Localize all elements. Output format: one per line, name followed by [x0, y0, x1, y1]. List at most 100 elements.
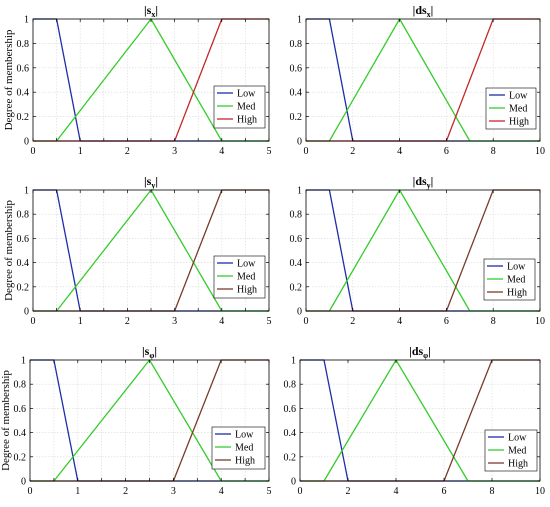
- y-tick-label: 0.2: [290, 282, 303, 293]
- x-tick-label: 0: [28, 486, 33, 497]
- x-tick-label: 3: [172, 146, 177, 157]
- axes-box: [305, 18, 541, 142]
- y-tick-label: 0.4: [17, 258, 30, 269]
- chart-title: |sx|: [144, 3, 158, 19]
- x-tick-label: 4: [394, 486, 399, 497]
- x-tick-label: 3: [172, 316, 177, 327]
- chart-title: |dsx|: [413, 3, 434, 19]
- y-tick-label: 0.4: [290, 258, 303, 269]
- x-tick-label: 0: [31, 316, 36, 327]
- x-tick-label: 6: [444, 146, 449, 157]
- x-tick-label: 2: [125, 146, 130, 157]
- x-tick-label: 0: [31, 146, 36, 157]
- y-tick-label: 0: [291, 477, 296, 488]
- legend: Low Med High: [484, 429, 538, 472]
- y-tick-label: 0.4: [290, 88, 303, 99]
- legend-label-high: High: [237, 285, 257, 296]
- x-tick-label: 4: [219, 486, 224, 497]
- legend-label-low: Low: [237, 89, 256, 100]
- legend-label-high: High: [237, 115, 257, 126]
- y-tick-label: 1: [24, 186, 29, 197]
- x-tick-label: 8: [490, 486, 495, 497]
- x-tick-label: 2: [350, 146, 355, 157]
- y-tick-label: 1: [24, 15, 29, 26]
- chart-title: |dsy|: [413, 174, 434, 190]
- chart-title: |sy|: [144, 174, 158, 190]
- legend-label-med: Med: [508, 446, 526, 457]
- chart-panel-3: 0 1 2 3 4 5 0 0.2 0.4 0.6 0.8 1 |sy| Degree of member…: [3, 174, 272, 327]
- y-tick-label: 0.8: [17, 39, 30, 50]
- chart-panel-2: 0 2 4 6 8 10 0 0.2 0.4 0.6 0.8 1 |dsx| Low Med High: [290, 3, 546, 157]
- chart-panel-5: 0 1 2 3 4 5 0 0.2 0.4 0.6 0.8 1 |sφ| Degree of member…: [0, 344, 272, 497]
- y-tick-label: 0.6: [17, 234, 30, 245]
- y-tick-label: 0: [21, 477, 26, 488]
- legend-label-low: Low: [507, 262, 526, 273]
- legend-label-med: Med: [237, 272, 255, 283]
- x-tick-label: 1: [78, 316, 83, 327]
- x-tick-label: 10: [535, 146, 545, 157]
- legend: Low Med High: [211, 426, 266, 470]
- x-tick-label: 1: [78, 146, 83, 157]
- y-tick-label: 0: [24, 137, 29, 148]
- y-tick-label: 0.2: [17, 282, 30, 293]
- x-tick-label: 1: [75, 486, 80, 497]
- axes-box: [305, 189, 541, 312]
- x-tick-label: 4: [219, 146, 224, 157]
- legend-label-med: Med: [507, 275, 525, 286]
- y-tick-label: 0.8: [290, 39, 303, 50]
- y-tick-label: 0.4: [284, 428, 297, 439]
- x-tick-label: 0: [304, 316, 309, 327]
- x-tick-label: 3: [171, 486, 176, 497]
- legend: Low Med High: [213, 85, 266, 129]
- legend-label-high: High: [507, 288, 527, 299]
- x-tick-label: 0: [298, 486, 303, 497]
- y-tick-label: 0: [297, 137, 302, 148]
- y-axis-label: Degree of membership: [3, 200, 15, 301]
- y-tick-label: 1: [297, 186, 302, 197]
- y-tick-label: 1: [291, 356, 296, 367]
- legend-label-low: Low: [509, 91, 528, 102]
- legend-label-med: Med: [235, 443, 253, 454]
- chart-panel-6: 0 2 4 6 8 10 0 0.2 0.4 0.6 0.8 1 |dsφ| Low Med High: [284, 344, 546, 497]
- legend: Low Med High: [483, 258, 536, 301]
- y-axis-label: Degree of membership: [0, 370, 12, 471]
- y-tick-label: 0.8: [290, 210, 303, 221]
- x-tick-label: 2: [125, 316, 130, 327]
- x-tick-label: 4: [397, 316, 402, 327]
- legend: Low Med High: [485, 87, 537, 130]
- x-tick-label: 10: [535, 316, 545, 327]
- y-axis-label: Degree of membership: [3, 29, 15, 130]
- y-tick-label: 0.6: [284, 404, 297, 415]
- legend-label-med: Med: [237, 102, 255, 113]
- y-tick-label: 0.4: [14, 428, 27, 439]
- x-tick-label: 6: [442, 486, 447, 497]
- x-tick-label: 0: [304, 146, 309, 157]
- legend-label-med: Med: [509, 104, 527, 115]
- x-tick-label: 2: [350, 316, 355, 327]
- legend-label-high: High: [508, 459, 528, 470]
- y-tick-label: 1: [297, 15, 302, 26]
- x-tick-label: 2: [346, 486, 351, 497]
- legend-label-low: Low: [237, 259, 256, 270]
- chart-title: |sφ|: [142, 344, 157, 360]
- y-tick-label: 0.2: [14, 452, 27, 463]
- x-tick-label: 8: [491, 146, 496, 157]
- x-tick-label: 5: [267, 486, 272, 497]
- y-tick-label: 0.6: [290, 63, 303, 74]
- chart-panel-1: 0 1 2 3 4 5 0 0.2 0.4 0.6 0.8 1 |sx| Degree of member…: [3, 3, 272, 157]
- axes-box: [299, 359, 541, 482]
- legend: Low Med High: [213, 255, 266, 299]
- x-tick-label: 5: [267, 316, 272, 327]
- y-tick-label: 0.8: [284, 380, 297, 391]
- legend-label-low: Low: [235, 430, 254, 441]
- y-tick-label: 0.2: [284, 452, 297, 463]
- chart-title: |dsφ|: [409, 344, 431, 360]
- x-tick-label: 4: [397, 146, 402, 157]
- legend-label-high: High: [235, 456, 255, 467]
- legend-label-high: High: [509, 117, 529, 128]
- chart-panel-4: 0 2 4 6 8 10 0 0.2 0.4 0.6 0.8 1 |dsy| Low Med High: [290, 174, 546, 327]
- x-tick-label: 5: [267, 146, 272, 157]
- x-tick-label: 10: [535, 486, 545, 497]
- x-tick-label: 6: [444, 316, 449, 327]
